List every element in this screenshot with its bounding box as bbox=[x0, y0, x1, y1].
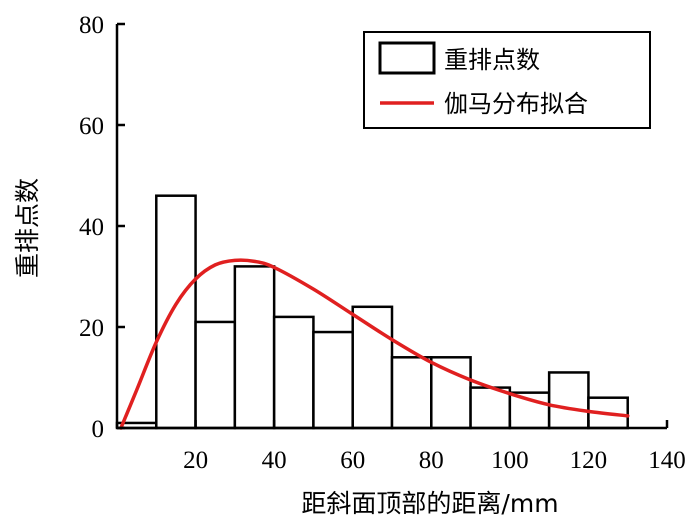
histogram-bar bbox=[351, 305, 394, 430]
histogram-bars bbox=[115, 194, 629, 430]
legend-box-swatch bbox=[378, 41, 436, 75]
histogram-bar bbox=[312, 330, 354, 430]
tick-labels: 0 20 40 60 80 20 40 60 80 100 120 140 bbox=[79, 12, 686, 474]
histogram-bar bbox=[194, 320, 237, 430]
x-tick-label: 60 bbox=[340, 447, 365, 474]
histogram-bar bbox=[233, 265, 276, 430]
x-tick-label: 120 bbox=[570, 447, 608, 474]
axes bbox=[115, 22, 669, 430]
gamma-fit-curve-layer bbox=[119, 258, 630, 430]
y-tick-label: 80 bbox=[79, 12, 104, 39]
histogram-bar bbox=[547, 371, 590, 430]
y-axis-title: 重排点数 bbox=[13, 178, 42, 278]
x-axis-title: 距斜面顶部的距离/mm bbox=[301, 489, 558, 518]
y-tick-label: 40 bbox=[79, 214, 104, 241]
gamma-fit-curve bbox=[119, 258, 630, 430]
histogram-bar bbox=[155, 194, 197, 430]
x-tick-label: 140 bbox=[648, 447, 686, 474]
histogram-bar bbox=[272, 315, 315, 430]
y-tick-label: 60 bbox=[79, 113, 104, 140]
y-tick-label: 0 bbox=[92, 416, 105, 443]
legend-label-histogram: 重排点数 bbox=[444, 46, 540, 74]
histogram-bar bbox=[390, 356, 433, 430]
x-tick-label: 20 bbox=[183, 447, 208, 474]
x-tick-label: 100 bbox=[491, 447, 529, 474]
legend: 重排点数 伽马分布拟合 bbox=[363, 31, 651, 129]
y-tick-label: 20 bbox=[79, 315, 104, 342]
legend-label-fit: 伽马分布拟合 bbox=[444, 90, 588, 118]
x-tick-label: 80 bbox=[419, 447, 444, 474]
histogram-bar bbox=[430, 356, 472, 430]
histogram-bar bbox=[469, 386, 512, 430]
x-tick-label: 40 bbox=[262, 447, 287, 474]
